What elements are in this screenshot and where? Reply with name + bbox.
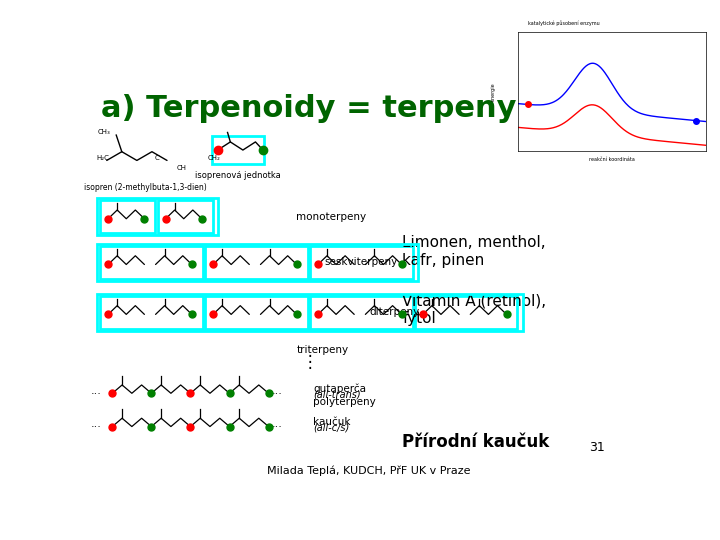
Text: polyterpeny: polyterpeny xyxy=(313,396,376,407)
Text: ...: ... xyxy=(90,420,101,429)
Text: katalytické působení enzymu: katalytické působení enzymu xyxy=(528,21,600,26)
Text: diterpeny: diterpeny xyxy=(369,307,419,317)
Text: gutaperča: gutaperča xyxy=(313,383,366,394)
Text: Vitamin A (retinol),
fytol: Vitamin A (retinol), fytol xyxy=(402,294,546,326)
FancyBboxPatch shape xyxy=(158,200,213,233)
Y-axis label: energie: energie xyxy=(491,83,496,101)
FancyBboxPatch shape xyxy=(100,200,156,233)
Text: Přírodní kaučuk: Přírodní kaučuk xyxy=(402,433,550,451)
FancyBboxPatch shape xyxy=(100,246,203,279)
Text: seskviterpeny: seskviterpeny xyxy=(324,257,397,267)
Text: isopren (2-methylbuta-1,3-dien): isopren (2-methylbuta-1,3-dien) xyxy=(84,183,207,192)
FancyBboxPatch shape xyxy=(415,296,518,329)
FancyBboxPatch shape xyxy=(310,296,413,329)
FancyBboxPatch shape xyxy=(100,296,203,329)
FancyBboxPatch shape xyxy=(310,246,413,279)
Text: kaučuk: kaučuk xyxy=(313,416,351,427)
Text: (all-trans): (all-trans) xyxy=(313,389,361,399)
Text: CH: CH xyxy=(177,165,187,171)
X-axis label: reakční koordináta: reakční koordináta xyxy=(589,157,635,162)
Text: Milada Teplá, KUDCH, PřF UK v Praze: Milada Teplá, KUDCH, PřF UK v Praze xyxy=(267,466,471,476)
FancyBboxPatch shape xyxy=(212,136,264,164)
FancyBboxPatch shape xyxy=(205,246,307,279)
Text: (all-c/s): (all-c/s) xyxy=(313,422,349,433)
Text: monoterpeny: monoterpeny xyxy=(297,212,366,221)
Text: 31: 31 xyxy=(590,441,606,454)
Text: Limonen, menthol,
kafr, pinen: Limonen, menthol, kafr, pinen xyxy=(402,235,546,268)
Text: ...: ... xyxy=(271,386,282,396)
Text: CH₂: CH₂ xyxy=(207,156,220,161)
Text: C: C xyxy=(155,156,159,161)
FancyBboxPatch shape xyxy=(205,296,307,329)
Text: ...: ... xyxy=(271,420,282,429)
Text: ...: ... xyxy=(90,386,101,396)
Text: isoprenová jednotka: isoprenová jednotka xyxy=(195,171,281,180)
Text: a) Terpenoidy = terpeny: a) Terpenoidy = terpeny xyxy=(101,94,517,123)
Text: CH₃: CH₃ xyxy=(98,129,110,134)
Text: H₂C: H₂C xyxy=(96,156,109,161)
Text: ⋮: ⋮ xyxy=(302,353,319,371)
Text: triterpeny: triterpeny xyxy=(297,345,348,355)
